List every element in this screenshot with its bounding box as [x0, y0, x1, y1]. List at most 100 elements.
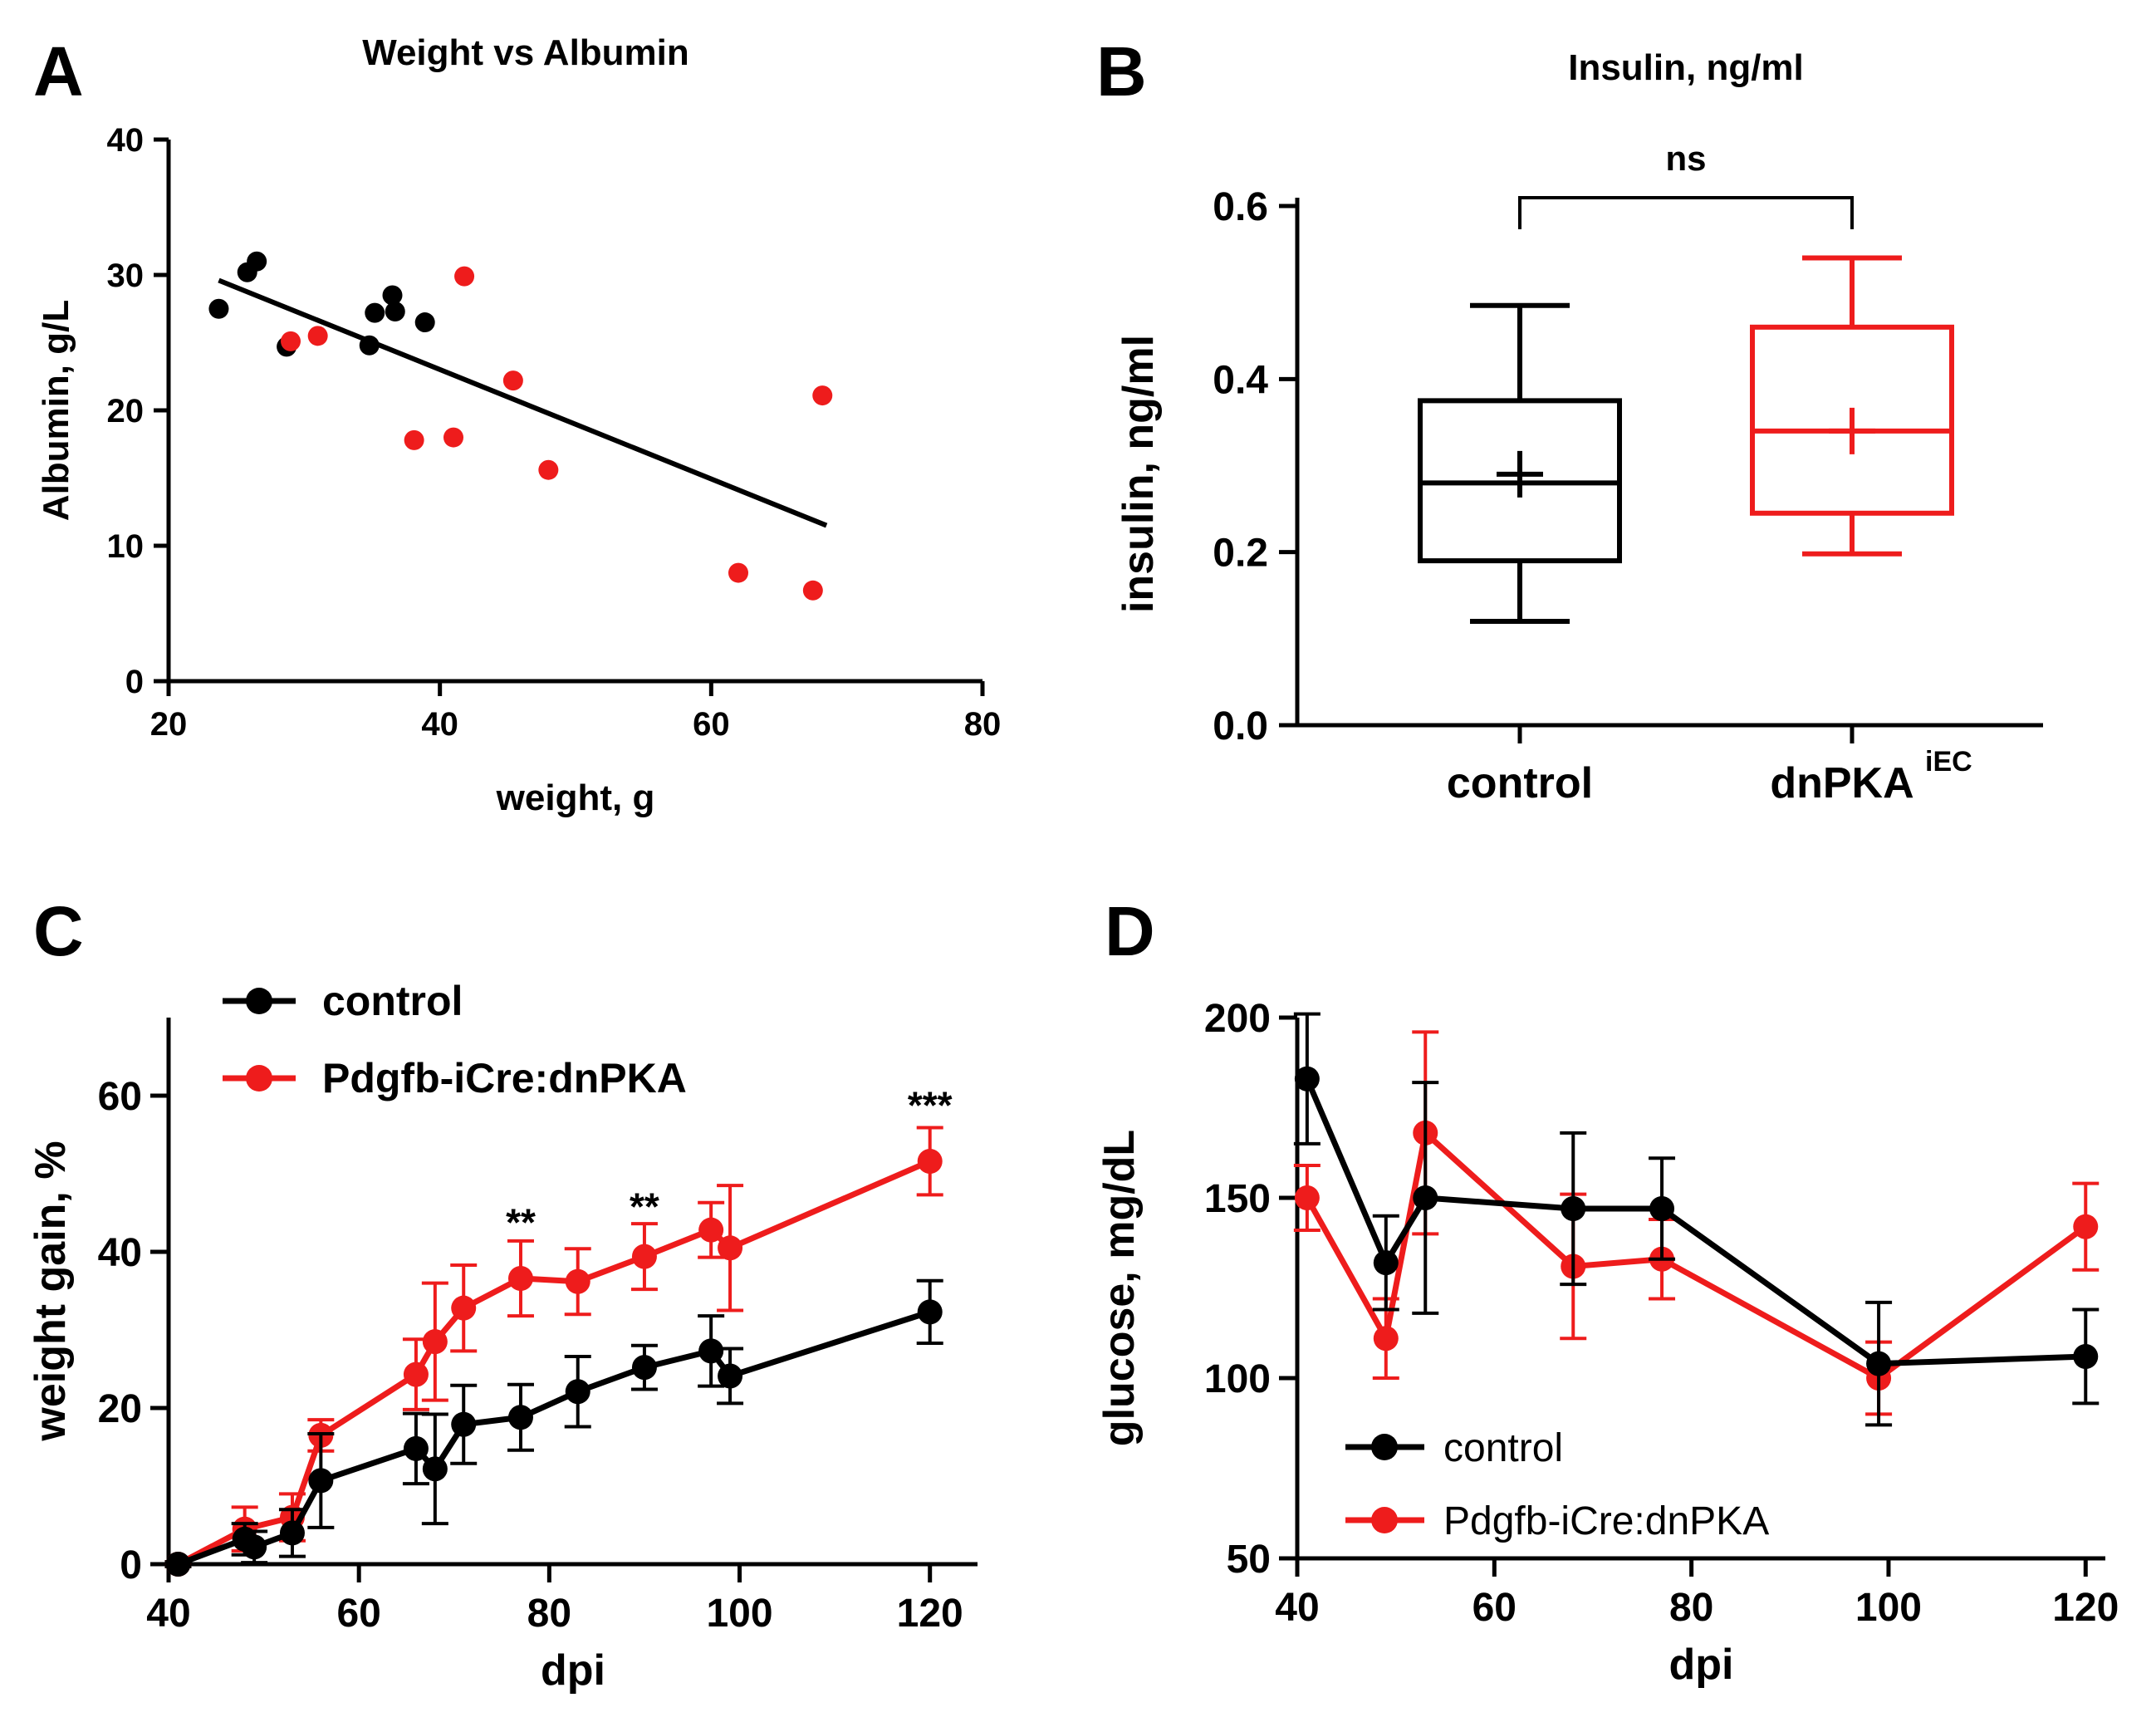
y-tick-label: 0.4: [1213, 358, 1268, 402]
y-tick-label: 20: [98, 1387, 142, 1431]
data-point-control: [1413, 1185, 1438, 1210]
data-point-control: [165, 1552, 190, 1577]
scatter-point-dnpka: [443, 428, 463, 448]
legend-label-dnpka: Pdgfb-iCre:dnPKA: [322, 1055, 687, 1101]
data-point-control: [451, 1412, 476, 1437]
legend-marker-control: [1371, 1434, 1398, 1460]
x-tick-label: 60: [336, 1592, 380, 1636]
chart-title: Insulin, ng/ml: [1568, 47, 1804, 88]
data-point-control: [508, 1405, 533, 1430]
data-point-control: [2073, 1344, 2098, 1369]
x-tick-label: 100: [706, 1592, 772, 1636]
scatter-point-control: [415, 312, 435, 332]
y-axis-label: Albumin, g/L: [36, 300, 76, 521]
y-tick-label: 40: [107, 122, 145, 159]
x-tick-label: 40: [1275, 1586, 1319, 1630]
data-point-dnpka: [2073, 1214, 2098, 1239]
data-point-control: [718, 1363, 742, 1388]
y-axis-label: insulin, ng/ml: [1115, 335, 1163, 613]
data-point-control: [1295, 1067, 1320, 1092]
y-axis-label: glucose, mg/dL: [1095, 1130, 1144, 1446]
x-axis-label: weight, g: [496, 778, 655, 818]
legend-label-dnpka: Pdgfb-iCre:dnPKA: [1443, 1499, 1769, 1543]
data-point-control: [1374, 1250, 1399, 1275]
x-tick-label: 60: [693, 706, 730, 743]
x-category-label-dnpka: dnPKA: [1770, 759, 1913, 807]
scatter-point-dnpka: [803, 581, 823, 601]
significance-stars: **: [630, 1185, 659, 1229]
panel-b-box-insulin: Insulin, ng/ml 0.0 0.2 0.4 0.6 insulin, ng/ml…: [1115, 47, 2043, 807]
x-tick-label: 20: [150, 706, 188, 743]
data-point-control: [632, 1355, 657, 1380]
data-point-dnpka: [1295, 1185, 1320, 1210]
scatter-point-control: [385, 302, 405, 321]
data-point-control: [308, 1468, 333, 1493]
data-point-dnpka: [698, 1218, 723, 1243]
x-axis-label: dpi: [541, 1646, 605, 1695]
legend-marker-dnpka: [1371, 1507, 1398, 1533]
y-tick-label: 0.0: [1213, 704, 1268, 748]
legend-label-control: control: [322, 978, 463, 1024]
y-tick-label: 0: [120, 1543, 142, 1587]
significance-label: ns: [1665, 139, 1706, 178]
data-point-control: [1561, 1196, 1585, 1221]
scatter-point-dnpka: [538, 460, 558, 480]
data-point-control: [423, 1456, 448, 1481]
data-point-dnpka: [423, 1329, 448, 1354]
data-point-control: [1649, 1196, 1674, 1221]
y-tick-label: 100: [1204, 1357, 1271, 1401]
x-tick-label: 80: [1669, 1586, 1713, 1630]
scatter-point-dnpka: [308, 326, 328, 346]
regression-line: [218, 281, 826, 526]
scatter-point-dnpka: [281, 331, 301, 351]
significance-stars: ***: [908, 1083, 953, 1126]
scatter-point-control: [360, 336, 380, 356]
x-tick-label: 40: [421, 706, 458, 743]
x-category-label-control: control: [1447, 759, 1593, 807]
data-point-dnpka: [508, 1266, 533, 1291]
x-tick-label: 40: [146, 1592, 190, 1636]
x-tick-label: 80: [527, 1592, 571, 1636]
panel-a-scatter-weight-vs-albumin: Weight vs Albumin 0 10 20 30 40 20 40 60 80 weight…: [36, 32, 1001, 818]
y-tick-label: 150: [1204, 1177, 1271, 1221]
x-axis-label: dpi: [1669, 1641, 1734, 1689]
scatter-point-dnpka: [404, 430, 424, 450]
chart-title: Weight vs Albumin: [362, 32, 689, 73]
panel-letter-a: A: [33, 32, 84, 110]
x-tick-label: 60: [1472, 1586, 1517, 1630]
data-point-dnpka: [632, 1244, 657, 1269]
x-category-superscript: iEC: [1925, 746, 1972, 778]
legend-marker-control: [246, 988, 272, 1014]
scatter-point-control: [208, 299, 228, 319]
scatter-point-dnpka: [812, 385, 832, 405]
y-tick-label: 0.6: [1213, 185, 1268, 229]
y-tick-label: 0.2: [1213, 532, 1268, 576]
y-tick-label: 60: [98, 1075, 142, 1119]
significance-bracket: [1520, 198, 1852, 229]
panel-c-line-weight-gain: 0 20 40 60 40 60 80 100 120 dpi weight gain, % cont…: [27, 978, 978, 1695]
figure: A B C D Weight vs Albumin01020304020 40 60…: [0, 0, 2156, 1722]
data-point-control: [280, 1520, 305, 1545]
y-axis-label: weight gain, %: [27, 1141, 75, 1441]
panel-letter-c: C: [33, 892, 84, 970]
y-tick-label: 30: [107, 258, 145, 294]
data-point-control: [242, 1534, 267, 1559]
data-point-control: [918, 1299, 943, 1324]
data-point-dnpka: [451, 1296, 476, 1321]
y-tick-label: 40: [98, 1231, 142, 1275]
y-tick-label: 0: [125, 664, 144, 700]
scatter-point-control: [365, 303, 385, 323]
significance-stars: **: [506, 1200, 536, 1244]
x-tick-label: 80: [964, 706, 1002, 743]
data-point-control: [566, 1379, 590, 1404]
data-point-dnpka: [1374, 1326, 1399, 1351]
x-tick-label: 120: [2052, 1586, 2119, 1630]
data-point-dnpka: [566, 1269, 590, 1294]
legend-label-control: control: [1443, 1426, 1563, 1470]
x-tick-label: 120: [897, 1592, 963, 1636]
x-tick-label: 100: [1855, 1586, 1922, 1630]
y-tick-label: 200: [1204, 997, 1271, 1041]
scatter-point-dnpka: [454, 267, 474, 287]
panel-letter-d: D: [1105, 892, 1155, 970]
data-point-dnpka: [718, 1235, 742, 1260]
